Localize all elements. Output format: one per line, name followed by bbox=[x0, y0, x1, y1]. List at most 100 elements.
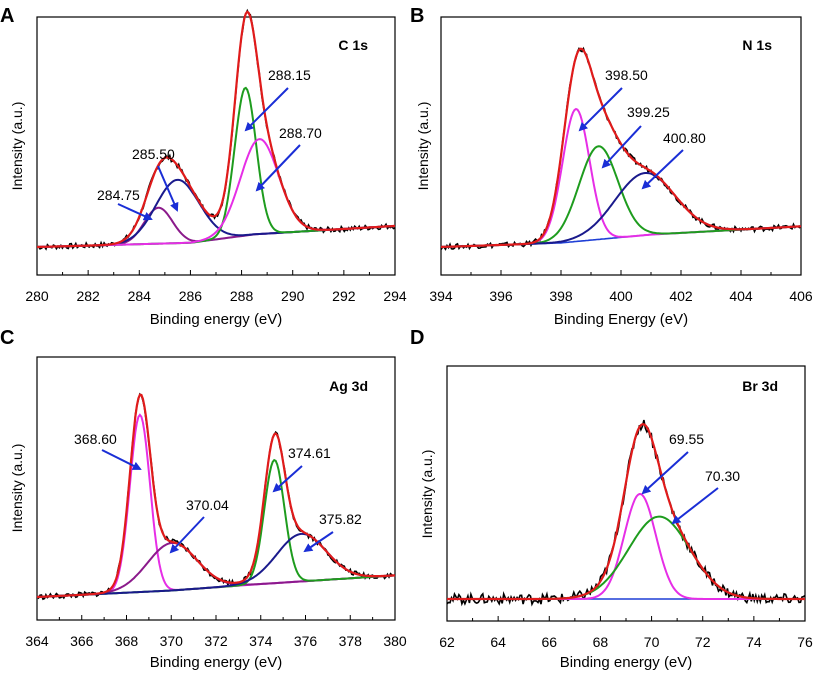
curves bbox=[446, 419, 806, 607]
x-tick-label: 398 bbox=[549, 288, 573, 304]
panel-letter: D bbox=[410, 327, 424, 349]
y-axis-label: Intensity (a.u.) bbox=[9, 102, 25, 191]
x-tick-label: 370 bbox=[160, 633, 184, 649]
spectrum-label: N 1s bbox=[742, 37, 772, 53]
x-tick-label: 66 bbox=[541, 634, 557, 650]
annotations: 288.15 285.50 288.70 284.75 bbox=[97, 67, 322, 221]
x-tick-label: 70 bbox=[644, 634, 660, 650]
curves bbox=[440, 46, 802, 251]
x-tick-label: 294 bbox=[383, 288, 407, 304]
fit-envelope-line bbox=[447, 423, 805, 601]
panel-letter: C bbox=[0, 327, 14, 349]
peak-label: 368.60 bbox=[74, 431, 117, 447]
panel-d: D Br 3d Intensity (a.u.) Binding energy … bbox=[410, 327, 813, 671]
x-tick-label: 62 bbox=[439, 634, 455, 650]
x-axis-label: Binding energy (eV) bbox=[150, 654, 283, 671]
peak-label: 370.04 bbox=[186, 497, 229, 513]
annotations: 69.55 70.30 bbox=[641, 431, 740, 525]
x-tick-label: 368 bbox=[115, 633, 139, 649]
peak-arrow bbox=[601, 125, 642, 169]
panel-a: A C 1s Intensity (a.u.) Binding energy (… bbox=[0, 5, 407, 328]
x-tick-label: 380 bbox=[383, 633, 407, 649]
fit-component-288.15 bbox=[37, 86, 396, 248]
peak-label: 284.75 bbox=[97, 187, 140, 203]
x-tick-label: 72 bbox=[695, 634, 711, 650]
x-tick-label: 394 bbox=[429, 288, 453, 304]
x-ticks: 394 396 398 400 402 404 406 bbox=[429, 270, 813, 304]
x-tick-label: 290 bbox=[281, 288, 305, 304]
peak-label: 400.80 bbox=[663, 130, 706, 146]
plot-frame bbox=[446, 365, 806, 622]
x-tick-label: 74 bbox=[746, 634, 762, 650]
peak-arrow bbox=[641, 149, 684, 190]
peak-label: 288.15 bbox=[268, 67, 311, 83]
x-tick-label: 400 bbox=[609, 288, 633, 304]
x-tick-label: 404 bbox=[729, 288, 753, 304]
x-tick-label: 364 bbox=[25, 633, 49, 649]
x-tick-label: 402 bbox=[669, 288, 693, 304]
x-tick-label: 406 bbox=[789, 288, 813, 304]
peak-label: 375.82 bbox=[319, 511, 362, 527]
fit-envelope-line bbox=[440, 47, 802, 249]
peak-arrow bbox=[671, 487, 719, 525]
peak-arrow bbox=[157, 165, 179, 212]
fit-envelope-line bbox=[36, 393, 396, 599]
spectrum-label: Ag 3d bbox=[329, 378, 368, 394]
curves bbox=[36, 8, 396, 251]
panel-c: C Ag 3d Intensity (a.u.) Binding energy … bbox=[0, 327, 407, 671]
fit-component-370.04 bbox=[36, 541, 396, 598]
panel-letter: B bbox=[410, 5, 424, 27]
x-tick-label: 68 bbox=[593, 634, 609, 650]
peak-arrow bbox=[255, 144, 301, 192]
peak-label: 70.30 bbox=[705, 468, 740, 484]
fit-envelope-line bbox=[37, 10, 396, 249]
annotations: 398.50 399.25 400.80 bbox=[578, 67, 706, 190]
peak-arrow bbox=[641, 451, 689, 495]
peak-arrow bbox=[578, 87, 623, 132]
peak-arrow bbox=[303, 531, 334, 553]
x-ticks: 280 282 284 286 288 290 292 294 bbox=[25, 270, 407, 304]
x-tick-label: 372 bbox=[204, 633, 228, 649]
x-tick-label: 64 bbox=[490, 634, 506, 650]
x-ticks: 364 366 368 370 372 374 376 378 380 bbox=[25, 615, 407, 649]
raw-spectrum-line bbox=[446, 419, 806, 607]
x-axis-label: Binding energy (eV) bbox=[150, 311, 283, 328]
x-axis-label: Binding Energy (eV) bbox=[554, 311, 688, 328]
fit-component-399.25 bbox=[440, 145, 802, 248]
peak-label: 69.55 bbox=[669, 431, 704, 447]
annotations: 368.60 370.04 374.61 375.82 bbox=[74, 431, 362, 554]
panel-letter: A bbox=[0, 5, 14, 27]
y-axis-label: Intensity (a.u.) bbox=[415, 102, 431, 191]
spectrum-label: Br 3d bbox=[742, 378, 778, 394]
x-tick-label: 376 bbox=[294, 633, 318, 649]
x-tick-label: 76 bbox=[797, 634, 813, 650]
peak-label: 399.25 bbox=[627, 104, 670, 120]
peak-arrow bbox=[101, 449, 142, 470]
panel-b: B N 1s Intensity (a.u.) Binding Energy (… bbox=[410, 5, 813, 328]
y-axis-label: Intensity (a.u.) bbox=[9, 444, 25, 533]
y-axis-label: Intensity (a.u.) bbox=[419, 450, 435, 539]
x-tick-label: 292 bbox=[332, 288, 356, 304]
peak-label: 285.50 bbox=[132, 146, 175, 162]
peak-arrow bbox=[117, 203, 153, 221]
x-ticks: 62 64 66 68 70 72 74 76 bbox=[439, 616, 813, 650]
fit-component-69.55 bbox=[447, 492, 805, 600]
x-tick-label: 286 bbox=[179, 288, 203, 304]
x-axis-label: Binding energy (eV) bbox=[560, 654, 693, 671]
curves bbox=[36, 392, 396, 601]
peak-label: 288.70 bbox=[279, 125, 322, 141]
peak-arrow bbox=[272, 465, 303, 493]
x-tick-label: 366 bbox=[70, 633, 94, 649]
x-tick-label: 280 bbox=[25, 288, 49, 304]
x-tick-label: 396 bbox=[489, 288, 513, 304]
x-tick-label: 374 bbox=[249, 633, 273, 649]
plot-frame bbox=[36, 356, 396, 621]
x-tick-label: 282 bbox=[76, 288, 100, 304]
peak-arrow bbox=[244, 87, 289, 132]
x-tick-label: 288 bbox=[230, 288, 254, 304]
x-tick-label: 378 bbox=[339, 633, 363, 649]
fit-component-288.70 bbox=[37, 138, 396, 248]
x-tick-label: 284 bbox=[128, 288, 152, 304]
fit-component-398.50 bbox=[440, 107, 802, 248]
